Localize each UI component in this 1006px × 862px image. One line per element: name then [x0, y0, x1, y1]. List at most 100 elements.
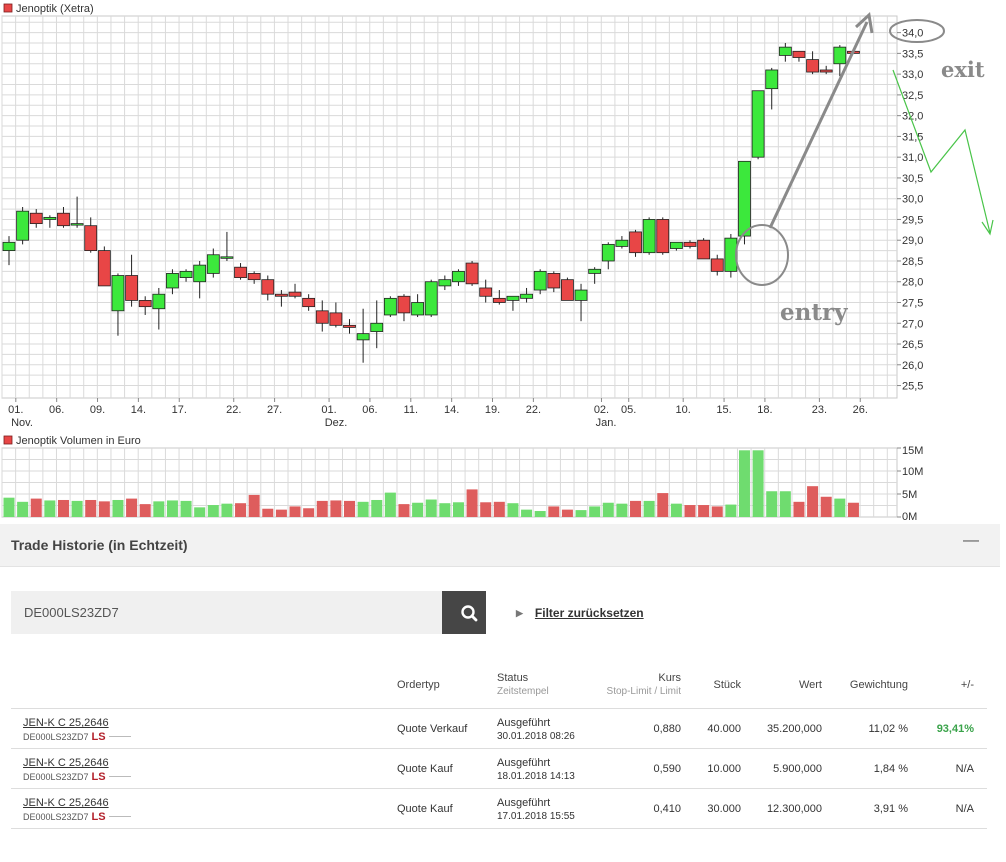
search-button[interactable] — [442, 591, 486, 634]
price-month-label: Jan. — [596, 417, 617, 429]
volume-bar — [194, 507, 206, 517]
kurs-cell: 0,880 — [653, 723, 681, 735]
candle — [642, 219, 656, 254]
product-name-link[interactable]: JEN-K C 25,2646 — [23, 797, 109, 809]
price-x-tick-label: 02. — [594, 404, 609, 416]
volume-bar — [98, 501, 110, 517]
candle — [697, 239, 711, 260]
candle — [29, 212, 43, 225]
search-input[interactable] — [11, 591, 442, 634]
pm-cell: 93,41% — [936, 723, 974, 735]
issuer-logo: LS — [91, 811, 106, 823]
trade-row[interactable]: JEN-K C 25,2646 DE000LS23ZD7 LS Quote Kauf A… — [11, 788, 987, 829]
gewichtung-cell: 11,02 % — [868, 723, 908, 735]
price-x-tick-label: 15. — [716, 404, 731, 416]
price-y-tick-label: 27,0 — [902, 318, 923, 330]
volume-bar — [452, 502, 464, 517]
volume-bar — [344, 500, 355, 517]
candle — [57, 212, 70, 227]
collapse-icon[interactable]: — — [963, 532, 979, 549]
price-x-tick-label: 06. — [49, 404, 64, 416]
play-arrow-icon: ▶ — [516, 608, 523, 618]
candle — [710, 258, 724, 272]
filter-reset-label: Filter zurücksetzen — [534, 606, 644, 620]
table-bottom-divider — [11, 828, 987, 829]
header-kurs-label: Kurs — [658, 672, 681, 684]
candle — [588, 268, 602, 274]
trade-history-title: Trade Historie (in Echtzeit) — [11, 537, 188, 553]
arrow-head — [854, 12, 874, 34]
issuer-logo-underline — [108, 776, 131, 777]
trade-history-panel: Trade Historie (in Echtzeit) — ▶ Filter z… — [0, 524, 1000, 862]
candle — [84, 225, 98, 251]
price-x-tick-label: 01. — [321, 404, 336, 416]
price-x-tick-label: 05. — [621, 404, 636, 416]
price-y-tick-label: 26,0 — [902, 360, 923, 372]
candle — [16, 210, 30, 241]
filter-reset-link[interactable]: ▶ Filter zurücksetzen — [516, 606, 644, 620]
price-chart-grid — [1, 15, 898, 399]
price-y-tick-label: 32,0 — [902, 111, 923, 123]
pm-cell: N/A — [955, 803, 974, 815]
price-y-tick-label: 26,5 — [902, 339, 923, 351]
volume-bar — [207, 505, 219, 517]
kurs-cell: 0,410 — [653, 803, 681, 815]
header-stueck: Stück — [713, 679, 741, 691]
volume-bar — [71, 500, 83, 517]
price-x-tick-label: 17. — [172, 404, 187, 416]
price-x-tick-label: 19. — [485, 404, 500, 416]
volume-bar — [711, 506, 723, 517]
status-value: Ausgeführt — [497, 757, 551, 769]
candle — [166, 273, 179, 289]
candle — [356, 333, 370, 341]
projected-path-arrowhead — [981, 219, 994, 236]
volume-bar — [793, 501, 805, 517]
volume-bar — [561, 509, 573, 517]
trade-row[interactable]: JEN-K C 25,2646 DE000LS23ZD7 LS Quote Kauf A… — [11, 748, 987, 789]
candle — [778, 46, 792, 56]
candle — [111, 275, 125, 312]
volume-bar — [248, 494, 260, 517]
candle — [506, 295, 520, 301]
candle — [465, 262, 479, 285]
product-name-link[interactable]: JEN-K C 25,2646 — [23, 717, 109, 729]
candle — [547, 273, 561, 289]
stueck-cell: 30.000 — [707, 803, 741, 815]
price-y-axis: 25,5 26,0 26,5 27,0 27,5 28,0 28,5 29,0 29,5 30,0… — [897, 28, 923, 393]
candle — [452, 270, 465, 283]
candle — [629, 231, 642, 254]
volume-bar — [275, 509, 287, 517]
volume-bar — [521, 509, 533, 517]
product-cell: JEN-K C 25,2646 DE000LS23ZD7 LS — [23, 757, 131, 783]
candle — [329, 312, 343, 326]
price-y-tick-label: 28,0 — [902, 277, 923, 289]
candle — [302, 297, 316, 308]
candle — [819, 69, 833, 73]
candle — [138, 300, 152, 308]
status-value: Ausgeführt — [497, 717, 551, 729]
trade-row[interactable]: JEN-K C 25,2646 DE000LS23ZD7 LS Quote Verka… — [11, 708, 987, 749]
product-isin: DE000LS23ZD7 — [23, 772, 89, 782]
header-kurs: Kurs Stop-Limit / Limit — [570, 672, 681, 697]
product-name-link[interactable]: JEN-K C 25,2646 — [23, 757, 109, 769]
volume-bar — [480, 502, 492, 517]
candle — [206, 254, 220, 274]
pm-cell: N/A — [955, 763, 974, 775]
product-isin: DE000LS23ZD7 — [23, 812, 89, 822]
price-y-tick-label: 28,5 — [902, 256, 923, 268]
volume-bar — [534, 511, 546, 517]
price-x-tick-label: 22. — [526, 404, 541, 416]
candle — [751, 90, 765, 158]
volume-bar — [752, 450, 764, 517]
price-y-tick-label: 31,0 — [902, 152, 923, 164]
price-y-tick-label: 29,0 — [902, 235, 923, 247]
price-chart-title: Jenoptik (Xetra) — [16, 3, 94, 15]
wert-cell: 5.900,000 — [773, 763, 822, 775]
projected-path — [892, 69, 991, 234]
candle — [411, 302, 425, 316]
volume-bar — [425, 499, 437, 517]
price-y-tick-label: 25,5 — [902, 381, 923, 393]
price-plot-area — [1, 15, 898, 399]
price-x-tick-label: 18. — [757, 404, 772, 416]
exit-circle — [889, 19, 945, 43]
